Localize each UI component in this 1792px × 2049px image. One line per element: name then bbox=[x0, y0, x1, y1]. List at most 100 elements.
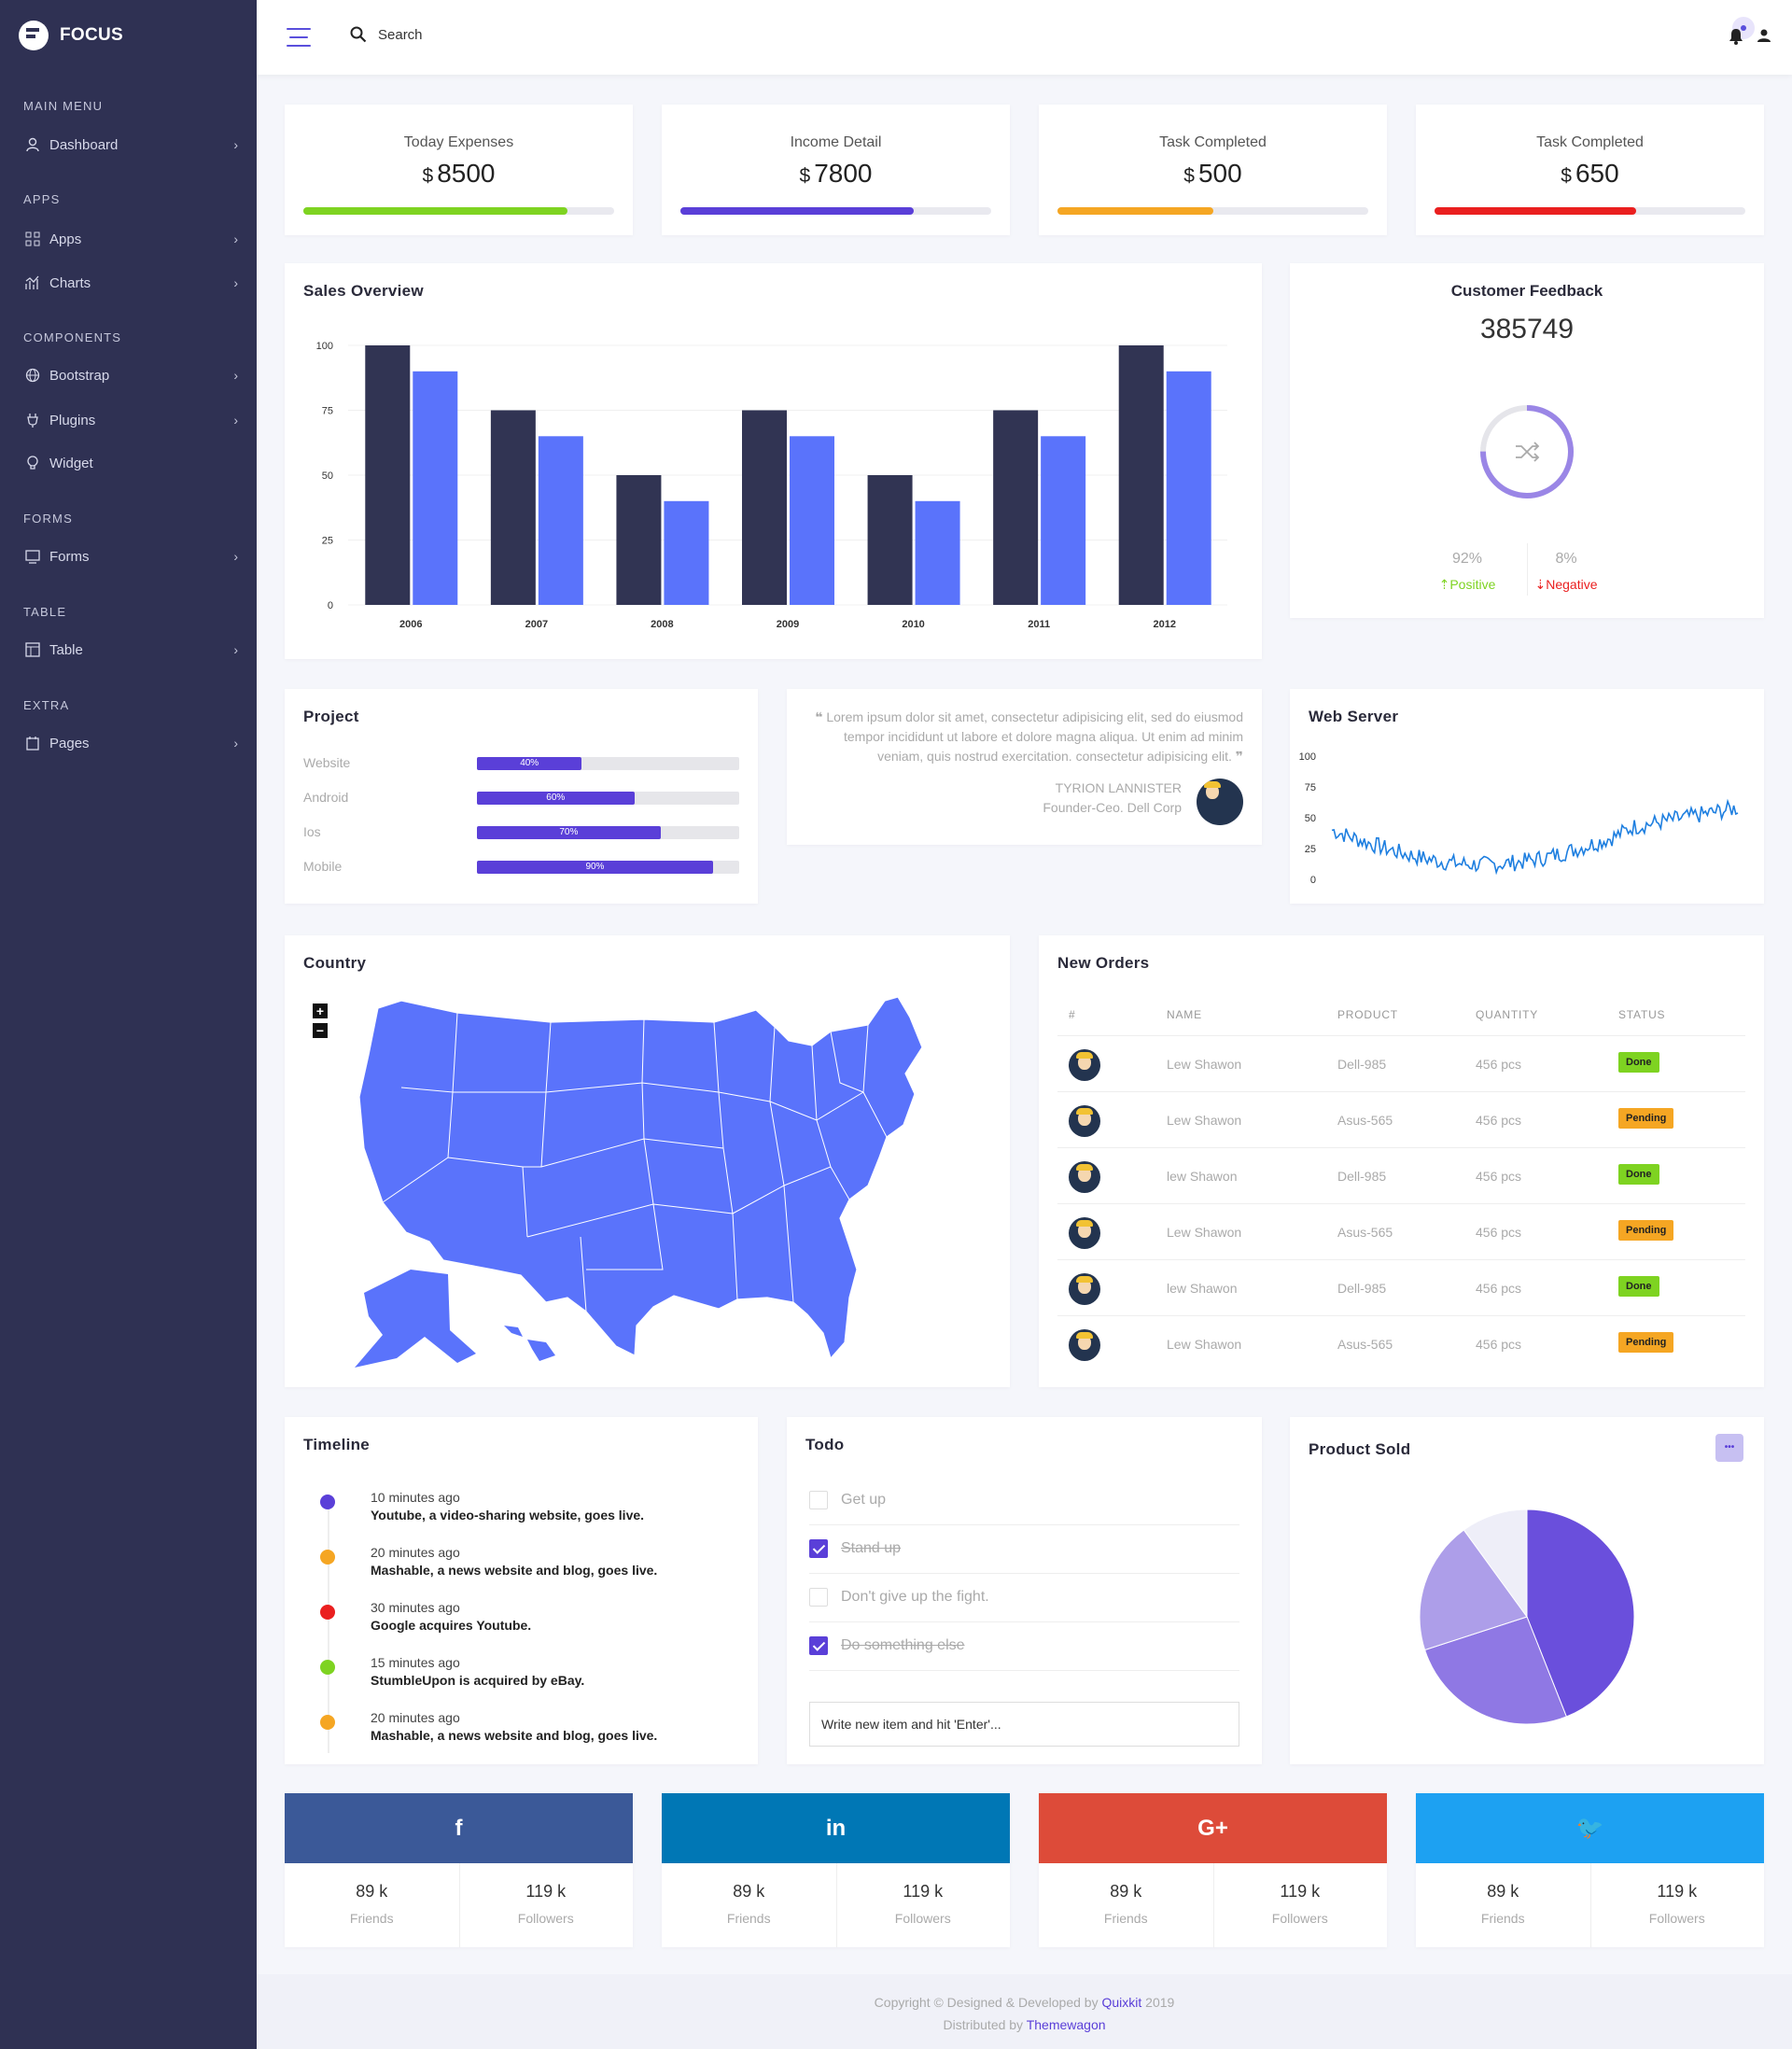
stat-progress-track bbox=[303, 207, 614, 215]
order-name: Lew Shawon bbox=[1167, 1225, 1242, 1240]
stat-value: $7800 bbox=[799, 159, 873, 188]
search-icon[interactable] bbox=[350, 26, 367, 43]
sidebar-item-label: Charts bbox=[49, 274, 91, 291]
stat-label: Task Completed bbox=[1159, 134, 1267, 150]
zoom-in-button[interactable]: + bbox=[313, 1003, 328, 1018]
chevron-right-icon: › bbox=[233, 642, 238, 657]
google-plus-icon[interactable]: G+ bbox=[1039, 1793, 1387, 1863]
table-row[interactable]: lew Shawon Dell-985 456 pcs Done bbox=[1057, 1259, 1745, 1315]
search-input[interactable] bbox=[378, 26, 658, 43]
todo-item[interactable]: Get up bbox=[809, 1477, 1239, 1525]
order-quantity: 456 pcs bbox=[1476, 1225, 1522, 1240]
new-orders-card: New Orders # NAME PRODUCT QUANTITY STATU… bbox=[1039, 935, 1764, 1387]
sidebar-item-apps[interactable]: Apps › bbox=[23, 225, 238, 253]
bar bbox=[490, 410, 536, 605]
project-progress-track: 40% bbox=[477, 757, 739, 770]
hawaii bbox=[504, 1326, 555, 1361]
avatar bbox=[1069, 1105, 1100, 1137]
sidebar-item-pages[interactable]: Pages › bbox=[23, 729, 238, 757]
sidebar-item-label: Pages bbox=[49, 735, 90, 751]
todo-text: Don't give up the fight. bbox=[841, 1589, 989, 1605]
twitter-icon[interactable]: 🐦 bbox=[1416, 1793, 1764, 1863]
brand[interactable]: FOCUS bbox=[19, 21, 123, 50]
status-badge: Done bbox=[1618, 1052, 1659, 1073]
table-row[interactable]: Lew Shawon Asus-565 456 pcs Pending bbox=[1057, 1203, 1745, 1259]
todo-text: Get up bbox=[841, 1492, 887, 1508]
bar bbox=[867, 475, 913, 605]
stat-progress-fill bbox=[680, 207, 914, 215]
table-row[interactable]: Lew Shawon Dell-985 456 pcs Done bbox=[1057, 1035, 1745, 1091]
stat-card: Task Completed $500 bbox=[1039, 105, 1387, 235]
order-product: Dell-985 bbox=[1337, 1057, 1387, 1072]
order-product: Asus-565 bbox=[1337, 1225, 1393, 1240]
y-tick-label: 75 bbox=[322, 406, 333, 417]
zoom-out-button[interactable]: − bbox=[313, 1023, 328, 1038]
friends-stat: 89 k Friends bbox=[1103, 1882, 1148, 1926]
order-quantity: 456 pcs bbox=[1476, 1337, 1522, 1352]
timeline-card: Timeline 10 minutes ago Youtube, a video… bbox=[285, 1417, 758, 1764]
todo-checkbox[interactable] bbox=[809, 1491, 828, 1509]
sidebar-item-bootstrap[interactable]: Bootstrap › bbox=[23, 361, 238, 389]
bar bbox=[664, 500, 709, 605]
todo-item[interactable]: Don't give up the fight. bbox=[809, 1574, 1239, 1622]
status-badge: Pending bbox=[1618, 1332, 1674, 1353]
order-product: Asus-565 bbox=[1337, 1337, 1393, 1352]
notification-bell-icon[interactable] bbox=[1727, 17, 1755, 47]
focus-logo-icon bbox=[19, 21, 49, 50]
y-tick-label: 0 bbox=[328, 600, 333, 611]
chevron-right-icon: › bbox=[233, 413, 238, 428]
todo-item[interactable]: Do something else bbox=[809, 1622, 1239, 1671]
todo-checkbox[interactable] bbox=[809, 1588, 828, 1607]
footer-copyright: Copyright © Designed & Developed by Quix… bbox=[874, 1995, 1175, 2010]
col-header-name: NAME bbox=[1167, 1008, 1202, 1021]
todo-item[interactable]: Stand up bbox=[809, 1525, 1239, 1574]
todo-new-item-input[interactable] bbox=[809, 1702, 1239, 1747]
timeline-title: Timeline bbox=[303, 1436, 371, 1453]
todo-checkbox[interactable] bbox=[809, 1539, 828, 1558]
sidebar-item-table[interactable]: Table › bbox=[23, 636, 238, 664]
order-quantity: 456 pcs bbox=[1476, 1169, 1522, 1184]
usa-map[interactable] bbox=[345, 989, 961, 1382]
y-tick-label: 25 bbox=[322, 536, 333, 547]
feedback-value: 385749 bbox=[1479, 314, 1575, 344]
stat-label: Task Completed bbox=[1536, 134, 1644, 150]
linkedin-icon[interactable]: in bbox=[662, 1793, 1010, 1863]
project-name: Mobile bbox=[303, 859, 343, 874]
feedback-ring-chart bbox=[1480, 405, 1574, 498]
todo-card: Todo Get up Stand up Don't give up the f… bbox=[787, 1417, 1262, 1764]
todo-title: Todo bbox=[805, 1436, 845, 1453]
todo-checkbox[interactable] bbox=[809, 1636, 828, 1655]
sidebar-item-charts[interactable]: Charts › bbox=[23, 269, 238, 297]
search-bar bbox=[350, 26, 658, 43]
quixkit-link[interactable]: Quixkit bbox=[1101, 1995, 1142, 2010]
timeline-item: 10 minutes ago Youtube, a video-sharing … bbox=[320, 1490, 768, 1537]
sidebar-item-plugins[interactable]: Plugins › bbox=[23, 406, 238, 434]
followers-stat: 119 k Followers bbox=[1648, 1882, 1705, 1926]
more-options-button[interactable]: ••• bbox=[1715, 1434, 1743, 1462]
sidebar-item-forms[interactable]: Forms › bbox=[23, 542, 238, 570]
col-header-quantity: QUANTITY bbox=[1476, 1008, 1539, 1021]
sidebar-item-label: Dashboard bbox=[49, 136, 119, 153]
timeline-text: StumbleUpon is acquired by eBay. bbox=[371, 1673, 585, 1688]
stat-progress-fill bbox=[303, 207, 568, 215]
avatar bbox=[1069, 1273, 1100, 1305]
sidebar-item-dashboard[interactable]: Dashboard › bbox=[23, 131, 238, 159]
themewagon-link[interactable]: Themewagon bbox=[1026, 2017, 1106, 2032]
sidebar-item-widget[interactable]: Widget bbox=[23, 449, 238, 477]
timeline-dot bbox=[320, 1495, 335, 1509]
y-tick-label: 100 bbox=[1299, 751, 1316, 763]
pie-slice bbox=[1463, 1509, 1528, 1619]
timeline-item: 20 minutes ago Mashable, a news website … bbox=[320, 1545, 768, 1592]
facebook-icon[interactable]: f bbox=[285, 1793, 633, 1863]
hamburger-menu-icon[interactable] bbox=[287, 28, 311, 47]
globe-icon bbox=[23, 366, 42, 385]
quote-open-icon: ❝ bbox=[815, 709, 823, 724]
avatar bbox=[1069, 1161, 1100, 1193]
table-row[interactable]: Lew Shawon Asus-565 456 pcs Pending bbox=[1057, 1091, 1745, 1147]
y-tick-label: 25 bbox=[1305, 844, 1316, 855]
followers-stat: 119 k Followers bbox=[1271, 1882, 1328, 1926]
table-row[interactable]: Lew Shawon Asus-565 456 pcs Pending bbox=[1057, 1315, 1745, 1371]
user-profile-icon[interactable] bbox=[1757, 28, 1773, 45]
table-row[interactable]: lew Shawon Dell-985 456 pcs Done bbox=[1057, 1147, 1745, 1203]
chart-icon bbox=[23, 274, 42, 292]
